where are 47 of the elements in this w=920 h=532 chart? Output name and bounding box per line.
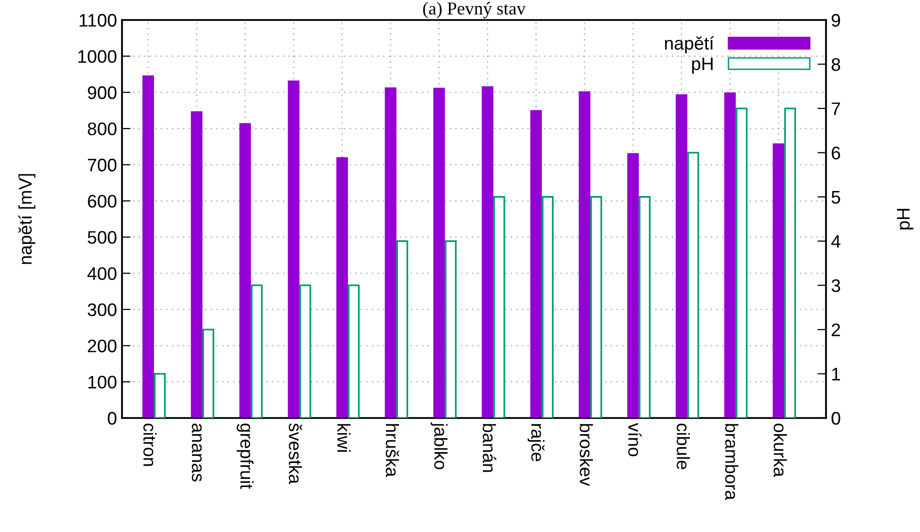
- x-tick-label: brambora: [725, 424, 738, 500]
- y2-tick-label: 5: [832, 191, 840, 204]
- chart-title: (a) Pevný stav: [423, 2, 526, 18]
- y2-tick-label: 4: [831, 235, 840, 248]
- y-axis-title: napětí [mV]: [18, 174, 36, 264]
- bar: [202, 328, 214, 418]
- x-tick-label: kiwi: [337, 424, 351, 452]
- x-tick-label: grepfruit: [236, 424, 254, 489]
- x-tick-label: okurka: [774, 424, 787, 478]
- y2-tick-label: 1: [832, 368, 840, 380]
- x-tick-label: citron: [143, 424, 157, 466]
- y2-tick-label: 7: [832, 102, 840, 115]
- y-tick-label: 1000: [78, 50, 116, 63]
- x-tick-label: ananas: [192, 424, 202, 482]
- x-tick-label: rajče: [528, 424, 545, 462]
- y-tick-label: 400: [87, 267, 116, 280]
- bar: [190, 111, 202, 418]
- y2-tick-label: 6: [832, 146, 840, 160]
- y-tick-label: 700: [88, 158, 116, 172]
- y-tick-label: 300: [88, 303, 116, 316]
- bar: [142, 75, 154, 418]
- x-tick-label: hruška: [386, 424, 400, 478]
- y2-tick-label: 0: [832, 412, 840, 425]
- x-tick-label: víno: [628, 422, 642, 456]
- y-tick-label: 100: [88, 376, 116, 389]
- y2-tick-label: 8: [832, 58, 840, 71]
- y-tick-label: 1100: [80, 14, 116, 27]
- x-tick-label: banán: [482, 424, 496, 472]
- y2-axis-title: pH: [897, 208, 914, 230]
- bar: [288, 80, 300, 418]
- y2-tick-label: 3: [832, 279, 840, 292]
- x-tick-label: broskev: [580, 424, 593, 486]
- x-tick-label: jablko: [430, 422, 448, 470]
- x-tick-label: cibule: [676, 424, 690, 470]
- y-tick-label: 900: [88, 86, 116, 100]
- y-tick-label: 800: [88, 122, 116, 136]
- y-tick-label: 200: [88, 340, 116, 352]
- legend-label: napětí: [665, 36, 714, 54]
- bar: [154, 372, 166, 418]
- legend-label: pH: [692, 58, 713, 74]
- bar: [239, 123, 251, 418]
- x-tick-label: švestka: [288, 423, 302, 484]
- y-tick-label: 500: [88, 231, 116, 244]
- y2-tick-label: 9: [832, 14, 840, 27]
- y-tick-label: 0: [108, 412, 116, 425]
- y2-tick-label: 2: [832, 323, 840, 336]
- y-tick-label: 600: [88, 194, 116, 208]
